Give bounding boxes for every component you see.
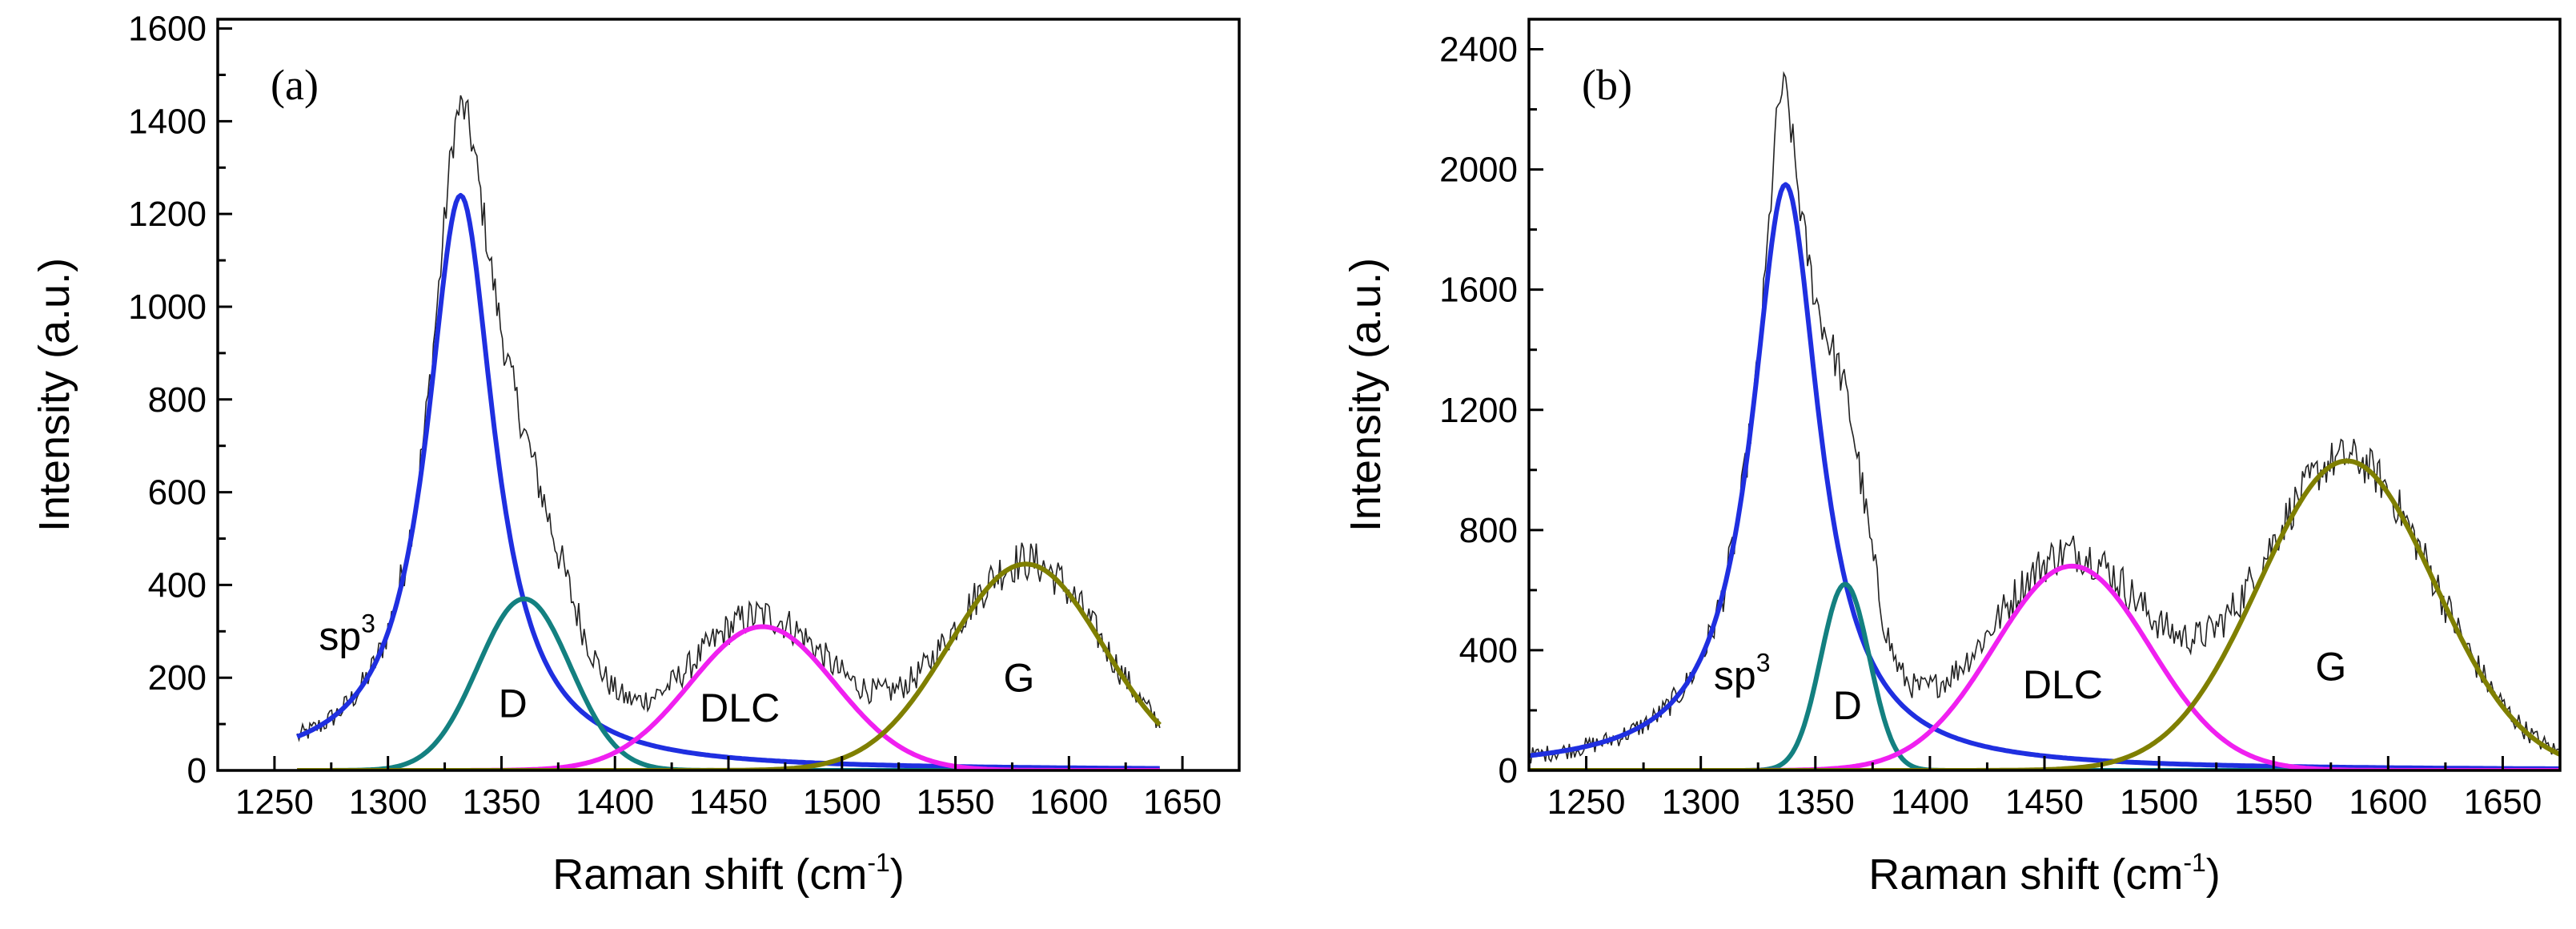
y-tick-label: 1600 [1439,271,1518,310]
x-tick-label: 1650 [1143,782,1222,822]
x-tick-label: 1550 [2234,782,2313,822]
peak-label-dlc: DLC [2023,662,2103,707]
measured-spectrum-line [296,95,1161,742]
peak-label-sp: sp3 [1714,649,1771,698]
y-tick-label: 1600 [128,10,207,49]
x-axis-title: Raman shift (cm-1) [1868,848,2221,899]
x-tick-label: 1350 [462,782,540,822]
x-tick-label: 1250 [1547,782,1626,822]
y-tick-label: 800 [1459,511,1518,550]
x-tick-label: 1300 [349,782,427,822]
y-tick-label: 0 [187,751,207,790]
y-tick-label: 200 [148,658,207,698]
chart-panel-a: 1250 1300 1350 1400 1450 1500 1550 1600 1650 0 200… [30,10,1241,899]
y-tick-label: 1200 [128,195,207,234]
peak-label-sp: sp3 [319,609,375,658]
x-axis-title: Raman shift (cm-1) [552,848,905,899]
x-tick-label: 1450 [2005,782,2084,822]
x-tick-label: 1300 [1662,782,1740,822]
plot-frame [1527,18,2562,772]
chart-panel-b: 1250 1300 1350 1400 1450 1500 1550 1600 1650 0 400… [1342,18,2562,899]
y-tick-label: 2400 [1439,30,1518,70]
y-tick-label: 600 [148,473,207,513]
x-tick-label: 1450 [689,782,768,822]
y-axis-title: Intensity (a.u.) [30,258,78,532]
x-tick-label: 1400 [1891,782,1969,822]
y-tick-label: 1000 [128,288,207,327]
peak-label-d: D [499,681,528,726]
fit-line-g [1529,458,2560,770]
peak-label-g: G [2315,644,2346,689]
plot-frame [216,18,1241,772]
y-tick-label: 1400 [128,102,207,141]
x-tick-label: 1350 [1776,782,1855,822]
peak-label-dlc: DLC [700,686,780,730]
peak-label-d: D [1833,683,1862,728]
panel-label: (a) [271,61,319,109]
x-tick-label: 1250 [235,782,314,822]
x-tick-label: 1650 [2463,782,2542,822]
y-tick-label: 400 [1459,631,1518,670]
y-axis-title: Intensity (a.u.) [1342,258,1390,532]
x-tick-label: 1550 [917,782,995,822]
y-tick-label: 1200 [1439,391,1518,430]
y-tick-label: 800 [148,380,207,420]
x-tick-label: 1500 [2120,782,2198,822]
x-tick-label: 1500 [803,782,881,822]
x-tick-label: 1400 [576,782,654,822]
peak-label-g: G [1003,656,1034,701]
y-tick-label: 2000 [1439,151,1518,190]
measured-spectrum-line [1529,70,2560,764]
fit-line-d [297,596,1160,770]
x-tick-label: 1600 [1029,782,1108,822]
panel-label: (b) [1582,61,1632,109]
x-tick-label: 1600 [2349,782,2427,822]
y-tick-label: 400 [148,565,207,605]
y-tick-label: 0 [1499,751,1518,790]
